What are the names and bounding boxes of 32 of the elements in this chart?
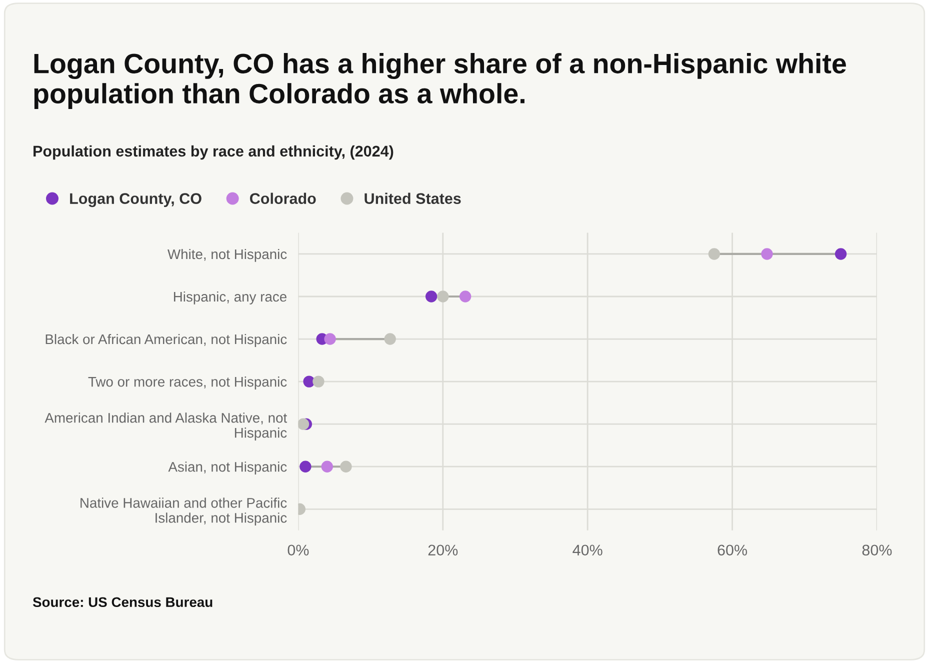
- point: [708, 248, 720, 260]
- point: [324, 333, 336, 345]
- x-tick-label: 0%: [288, 544, 309, 556]
- point: [321, 460, 333, 472]
- point: [425, 290, 438, 302]
- x-tick-label: 60%: [718, 544, 748, 556]
- point: [384, 333, 396, 345]
- y-tick-label: Hispanic, any race: [174, 291, 286, 304]
- point: [312, 376, 324, 388]
- legend-label: United States: [364, 192, 461, 204]
- y-tick-label: Two or more races, not Hispanic: [88, 376, 287, 390]
- point: [298, 418, 310, 430]
- point: [459, 290, 472, 302]
- chart-subtitle: Population estimates by race and ethnicity, (2024): [34, 145, 394, 160]
- x-tick-label: 20%: [428, 544, 458, 556]
- y-tick-label: Asian, not Hispanic: [168, 462, 287, 475]
- source-note: Source: US Census Bureau: [32, 597, 212, 608]
- point: [303, 376, 315, 388]
- y-tick-label: Native Hawaiian and other Pacific Islander, not Hispanic: [80, 498, 287, 526]
- point: [340, 460, 352, 472]
- chart-title: Logan County, CO has a higher share of a non-Hispanic white population than Colorado as a whole.: [34, 53, 846, 109]
- point: [300, 460, 312, 472]
- point: [437, 290, 449, 302]
- point: [834, 248, 847, 260]
- x-tick-label: 80%: [862, 544, 892, 556]
- point: [761, 248, 773, 260]
- x-tick-label: 40%: [572, 544, 602, 556]
- legend-label: Logan County, CO: [70, 193, 202, 208]
- legend-label: Colorado: [250, 192, 316, 204]
- y-tick-label: White, not Hispanic: [168, 248, 287, 262]
- y-tick-label: Black or African American, not Hispanic: [46, 334, 287, 347]
- y-tick-label: American Indian and Alaska Native, not Hispanic: [44, 412, 288, 440]
